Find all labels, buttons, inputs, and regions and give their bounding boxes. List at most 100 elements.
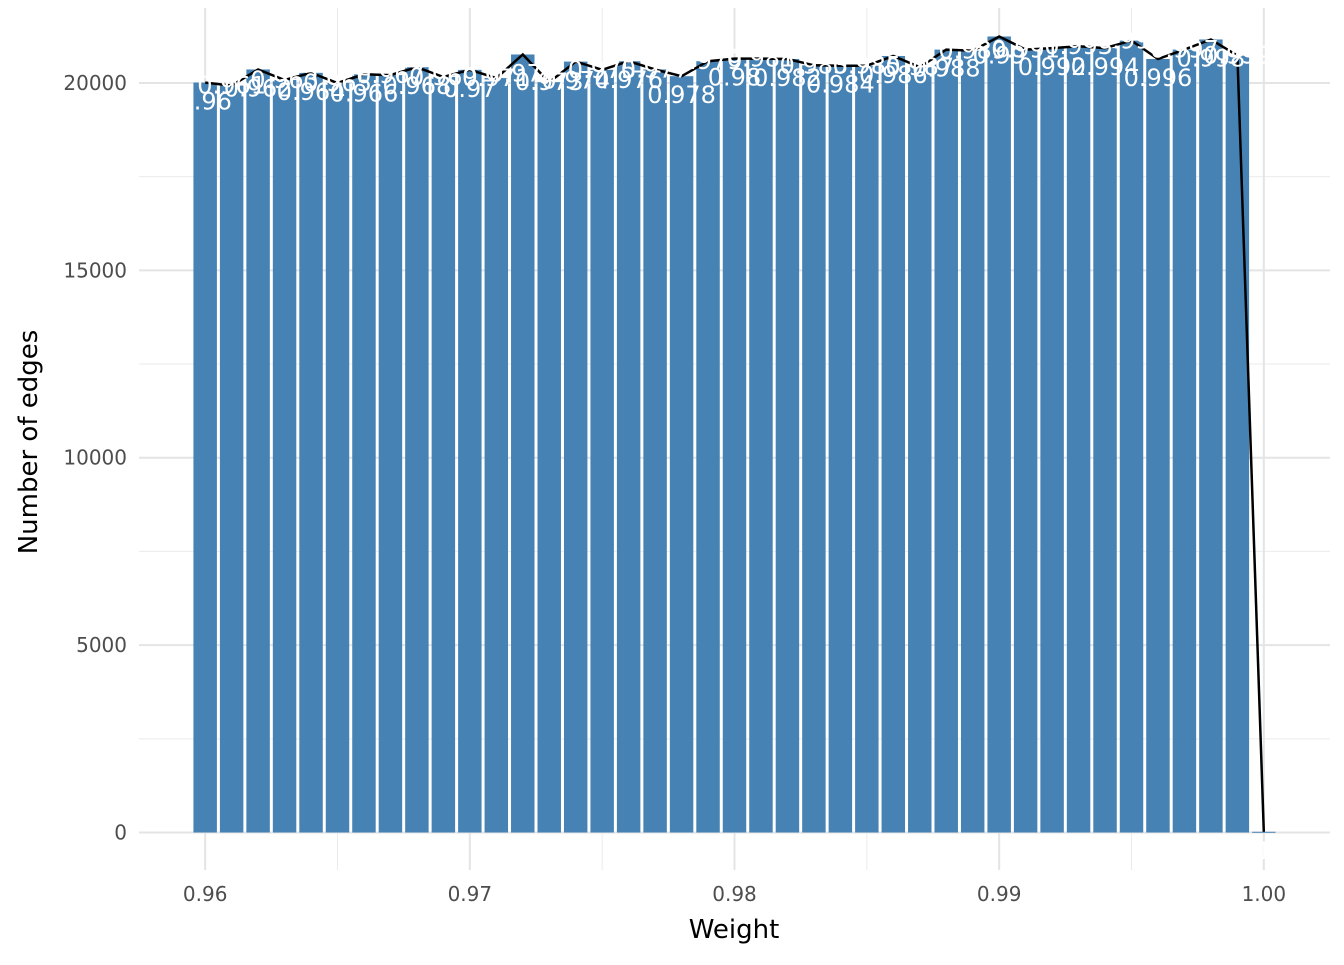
- bar-value-label: 0.991: [991, 36, 1060, 64]
- histogram-bar: [458, 69, 482, 833]
- histogram-bar: [881, 55, 906, 833]
- histogram-bar: [1119, 40, 1144, 833]
- histogram-bar: [934, 49, 958, 833]
- x-tick-label: 0.99: [977, 882, 1022, 906]
- bar-value-label: 0.968: [383, 72, 452, 100]
- y-tick-label: 10000: [63, 446, 127, 470]
- histogram-bar: [616, 61, 641, 833]
- bar-value-label: 0.966: [330, 79, 399, 107]
- bar-value-label: 0.973: [515, 68, 584, 96]
- x-tick-label: 0.98: [712, 882, 757, 906]
- bar-value-label: 0.99: [972, 41, 1025, 69]
- bar-value-label: 0.961: [197, 72, 266, 100]
- bar-value-label: 0.967: [356, 61, 425, 89]
- y-tick-label: 0: [114, 821, 127, 845]
- bar-value-label: 0.965: [303, 69, 372, 97]
- bar-value-label: 0.984: [806, 71, 875, 99]
- histogram-bar: [1093, 48, 1117, 833]
- histogram-bar: [987, 36, 1011, 833]
- histogram-bar: [722, 58, 747, 833]
- histogram-bar: [299, 72, 323, 833]
- histogram-bar: [246, 69, 270, 833]
- histogram-bar: [1199, 39, 1223, 833]
- histogram-bar: [1013, 49, 1038, 833]
- histogram-bar: [1225, 55, 1250, 833]
- count-line: [205, 35, 1266, 832]
- bar-value-label: 0.972: [488, 59, 557, 87]
- bar-value-label: 0.977: [621, 55, 690, 83]
- y-tick-label: 15000: [63, 258, 127, 282]
- histogram-bar: [193, 82, 217, 833]
- bar-value-label: 1: [1256, 837, 1271, 865]
- histogram-bar: [960, 50, 985, 833]
- histogram-bar: [1146, 58, 1170, 833]
- bar-value-label: 0.988: [912, 55, 981, 83]
- y-tick-label: 20000: [63, 71, 127, 95]
- histogram-bar: [828, 65, 853, 833]
- bar-value-label: 0.974: [541, 67, 610, 95]
- histogram-bar: [908, 67, 932, 833]
- bar-value-label: 0.995: [1097, 27, 1166, 55]
- x-tick-label: 1.00: [1242, 882, 1287, 906]
- histogram-bar: [855, 65, 879, 833]
- bar-value-label: 0.975: [568, 56, 637, 84]
- axes-layer: 0.96 0.97 0.98 0.99 1.00 0 5000 10000 15000 20000: [63, 71, 1286, 906]
- bar-value-label: 0.987: [885, 53, 954, 81]
- bar-value-label: 0.986: [859, 61, 928, 89]
- bar-value-label: 0.979: [674, 47, 743, 75]
- histogram-bar: [643, 69, 667, 833]
- x-axis-title: Weight: [689, 915, 780, 945]
- bar-value-label: 0.999: [1203, 42, 1272, 70]
- bar-value-label: 0.989: [938, 37, 1007, 65]
- histogram-bar: [1066, 46, 1091, 833]
- bar-value-label: 0.998: [1177, 44, 1246, 72]
- histogram-bar: [219, 85, 244, 833]
- histogram-bar: [749, 58, 773, 833]
- histogram-bar: [669, 76, 694, 833]
- histogram-bar: [696, 61, 720, 833]
- y-axis-title: Number of edges: [14, 330, 44, 555]
- bar-value-label: 0.969: [409, 63, 478, 91]
- bar-value-label: 0.971: [462, 64, 531, 92]
- y-tick-label: 5000: [76, 633, 127, 657]
- histogram-bar: [1252, 831, 1276, 833]
- bar-value-label: 0.963: [250, 66, 319, 94]
- histogram-bar: [352, 74, 376, 833]
- histogram-bar: [537, 82, 561, 833]
- histogram-bar: [272, 79, 297, 833]
- histogram-bar: [1172, 49, 1197, 833]
- bar-value-label: 0.976: [594, 66, 663, 94]
- histogram-bar: [1040, 48, 1064, 833]
- bar-value-label: 0.981: [727, 45, 796, 73]
- bar-value-label: 0.964: [277, 78, 346, 106]
- histogram-bar: [405, 67, 429, 833]
- histogram-bar: [378, 75, 403, 833]
- bar-value-label: 0.98: [708, 64, 761, 92]
- histogram-bar: [325, 82, 350, 833]
- histogram-bar: [802, 65, 826, 833]
- bar-value-label: 0.97: [443, 75, 496, 103]
- histogram-bar: [511, 54, 535, 833]
- bar-value-label: 0.992: [1018, 53, 1087, 81]
- bar-value-label: 0.994: [1071, 53, 1140, 81]
- bar-value-label: 0.996: [1124, 64, 1193, 92]
- bar-value-label: 0.982: [753, 64, 822, 92]
- histogram-bar: [484, 78, 509, 833]
- histogram-bar: [590, 69, 614, 833]
- histogram-bar: [775, 58, 800, 833]
- bar-value-label: 0.96: [178, 88, 231, 116]
- x-tick-label: 0.96: [183, 882, 228, 906]
- bar-value-label: 0.993: [1044, 32, 1113, 60]
- bar-labels-layer: 0.960.9610.9620.9630.9640.9650.9660.9670…: [178, 27, 1271, 865]
- bar-value-label: 0.978: [647, 81, 716, 109]
- bar-value-label: 0.997: [1150, 36, 1219, 64]
- x-tick-label: 0.97: [448, 882, 493, 906]
- bar-value-label: 0.962: [224, 74, 293, 102]
- bar-value-label: 0.983: [780, 51, 849, 79]
- histogram-bar: [563, 61, 588, 833]
- line-layer: [205, 35, 1266, 832]
- histogram-bar: [431, 76, 456, 833]
- bar-value-label: 0.985: [832, 52, 901, 80]
